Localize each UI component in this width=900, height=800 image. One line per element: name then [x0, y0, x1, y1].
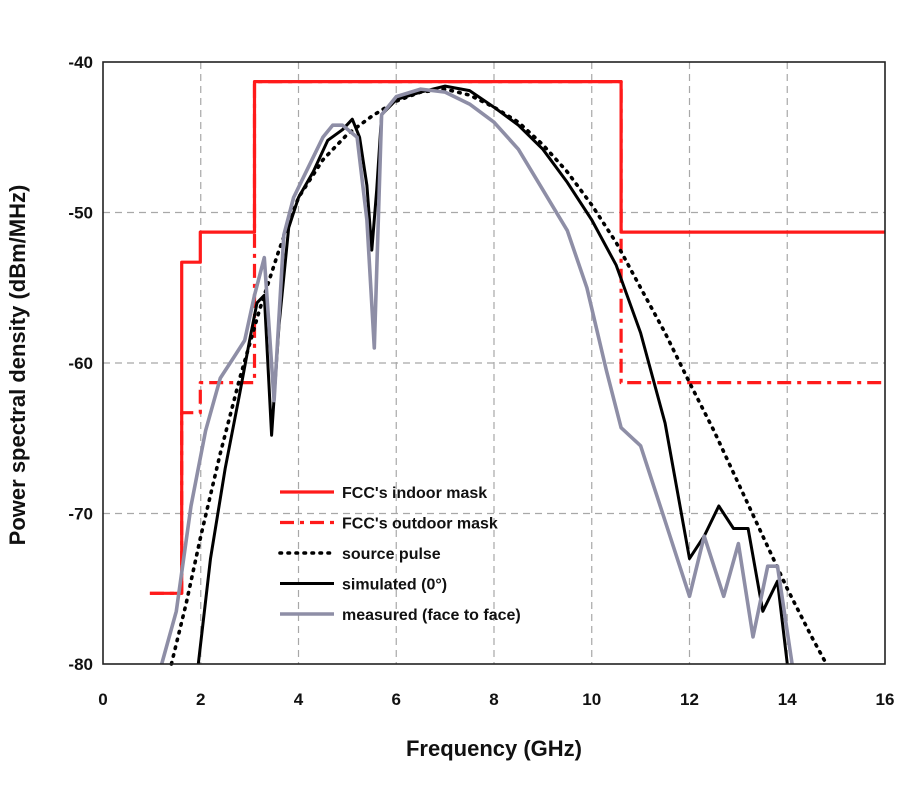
- legend-label-fcc-s-indoor-mask: FCC's indoor mask: [342, 485, 487, 502]
- x-tick-label: 4: [294, 690, 304, 709]
- legend-label-source-pulse: source pulse: [342, 546, 441, 563]
- series-group: [149, 80, 885, 666]
- x-tick-label: 0: [98, 690, 107, 709]
- y-tick-label: -50: [68, 204, 93, 223]
- legend-label-measured-face-to-face: measured (face to face): [342, 607, 521, 624]
- series-line-fcc-s-indoor-mask: [149, 80, 885, 595]
- x-tick-label: 10: [582, 690, 601, 709]
- y-tick-label: -70: [68, 505, 93, 524]
- x-axis-label: Frequency (GHz): [406, 736, 582, 761]
- grid: [103, 62, 885, 664]
- legend-label-simulated-0: simulated (0°): [342, 577, 447, 594]
- tick-labels: 0 2 4 6 8 10 12 14 16 -40 -50 -60 -70 -80: [68, 53, 894, 709]
- x-tick-label: 12: [680, 690, 699, 709]
- x-tick-label: 2: [196, 690, 205, 709]
- x-tick-label: 14: [778, 690, 797, 709]
- plot-frame: [102, 61, 886, 665]
- y-tick-label: -80: [68, 655, 93, 674]
- y-axis-label: Power spectral density (dBm/MHz): [5, 185, 30, 546]
- series-line-measured-face-to-face: [159, 87, 794, 665]
- y-tick-label: -40: [68, 53, 93, 72]
- legend-label-fcc-s-outdoor-mask: FCC's outdoor mask: [342, 516, 498, 533]
- legend: FCC's indoor mask FCC's outdoor mask sourc…: [278, 485, 521, 624]
- x-tick-label: 6: [392, 690, 401, 709]
- series-line-source-pulse: [169, 87, 829, 666]
- x-tick-label: 16: [876, 690, 895, 709]
- x-tick-label: 8: [489, 690, 498, 709]
- y-tick-label: -60: [68, 354, 93, 373]
